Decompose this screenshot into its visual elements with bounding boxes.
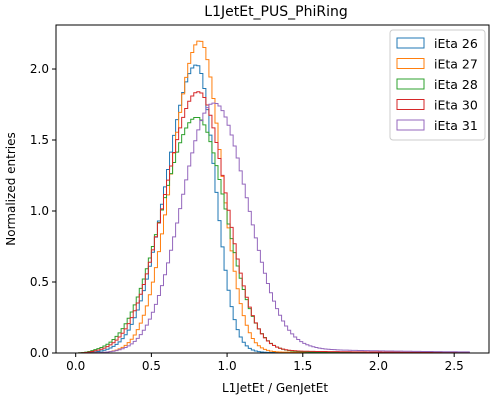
x-tick-label: 2.0 [369,359,388,373]
legend-swatch [396,37,425,49]
x-tick-label: 1.0 [218,359,237,373]
legend-swatch [396,99,425,110]
legend-box [389,29,486,141]
series-line-ieta-31 [75,102,470,354]
legend-label: iEta 30 [434,98,478,113]
y-tick-label: 2.0 [30,62,49,76]
legend-label: iEta 31 [434,118,478,133]
x-tick-label: 0.5 [142,359,161,373]
legend-label: iEta 27 [434,57,478,72]
y-tick-label: 1.5 [30,133,49,147]
x-axis-label: L1JetEt / GenJetEt [222,381,328,395]
legend-swatch [396,78,425,90]
x-axis: 0.0 0.5 1.0 1.5 2.0 2.5 [66,353,464,373]
legend-items: iEta 26 iEta 27 iEta 28 iEta 30 iEta 31 [396,36,478,133]
legend-label: iEta 26 [434,36,478,51]
y-tick-label: 0.5 [30,275,49,289]
x-tick-label: 1.5 [293,359,312,373]
x-tick-label: 2.5 [445,359,464,373]
x-tick-label: 0.0 [66,359,85,373]
series-line-ieta-30 [75,91,470,354]
chart-title: L1JetEt_PUS_PhiRing [204,4,347,20]
y-axis: 0.0 0.5 1.0 1.5 2.0 [30,62,56,360]
legend: iEta 26 iEta 27 iEta 28 iEta 30 iEta 31 [389,29,486,141]
y-axis-label: Normalized entries [4,132,18,245]
y-tick-label: 1.0 [30,204,49,218]
legend-swatch [396,119,425,131]
legend-swatch [396,58,425,69]
y-tick-label: 0.0 [30,346,49,360]
legend-label: iEta 28 [434,77,478,92]
plot-frame [55,24,490,354]
